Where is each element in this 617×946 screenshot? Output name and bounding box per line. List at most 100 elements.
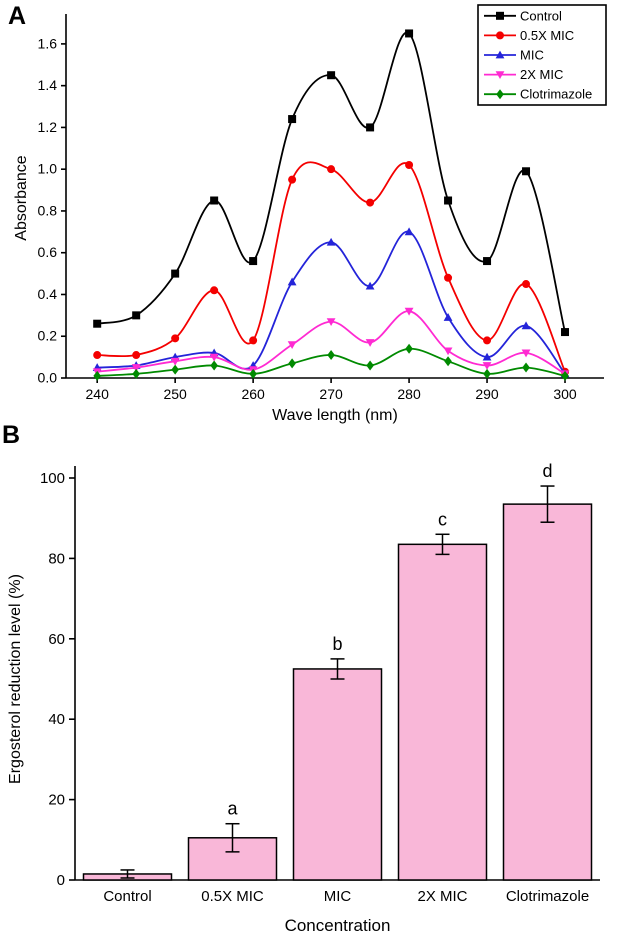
legend-label: Control	[520, 8, 562, 23]
triangle-up-marker-icon	[521, 321, 531, 330]
square-marker-icon	[288, 115, 297, 124]
significance-letter: c	[438, 509, 447, 529]
circle-marker-icon	[93, 351, 102, 360]
square-marker-icon	[249, 257, 258, 266]
svg-text:270: 270	[319, 386, 343, 402]
circle-marker-icon	[496, 31, 504, 40]
circle-marker-icon	[444, 273, 453, 282]
diamond-marker-icon	[561, 370, 569, 381]
error-bar	[330, 658, 345, 680]
svg-text:0.5X MIC: 0.5X MIC	[201, 888, 264, 905]
square-marker-icon	[132, 311, 141, 320]
y-axis-label: Ergosterol reduction level (%)	[7, 574, 24, 784]
triangle-up-marker-icon	[482, 352, 492, 361]
legend-entry-2x-mic: 2X MIC	[484, 67, 563, 82]
square-marker-icon	[561, 328, 570, 337]
svg-text:1.4: 1.4	[38, 77, 58, 93]
triangle-up-marker-icon	[365, 281, 375, 290]
legend-entry-clotrimazole: Clotrimazole	[484, 87, 592, 102]
triangle-down-marker-icon	[326, 318, 336, 327]
triangle-up-marker-icon	[495, 50, 505, 59]
svg-text:260: 260	[241, 386, 265, 402]
triangle-down-marker-icon	[287, 341, 297, 349]
bar-2x-mic: c	[397, 509, 488, 881]
bar-control	[82, 869, 173, 881]
triangle-up-marker-icon	[326, 237, 336, 246]
triangle-down-marker-icon	[482, 362, 492, 370]
triangle-down-marker-icon	[365, 339, 375, 347]
svg-text:80: 80	[48, 550, 65, 567]
bar-0-5x-mic: a	[187, 799, 278, 881]
triangle-up-marker-icon	[443, 313, 453, 321]
triangle-down-marker-icon	[443, 347, 453, 356]
diamond-marker-icon	[132, 368, 140, 379]
triangle-up-marker-icon	[404, 227, 414, 236]
diamond-marker-icon	[249, 368, 257, 379]
svg-text:60: 60	[48, 631, 65, 648]
triangle-up-marker-icon	[287, 277, 297, 286]
triangle-down-marker-icon	[521, 349, 531, 358]
circle-marker-icon	[522, 280, 531, 289]
diamond-marker-icon	[327, 350, 335, 361]
svg-text:0: 0	[57, 872, 65, 889]
y-axis-label: Absorbance	[13, 155, 30, 240]
error-bar	[435, 533, 450, 556]
svg-text:1.6: 1.6	[38, 35, 58, 51]
svg-text:0.0: 0.0	[38, 370, 58, 386]
legend-label: 0.5X MIC	[520, 28, 574, 43]
legend-entry-mic: MIC	[484, 48, 544, 63]
panel-b-label: B	[2, 421, 21, 449]
legend-label: 2X MIC	[520, 67, 563, 82]
svg-text:290: 290	[475, 386, 499, 402]
svg-text:250: 250	[163, 386, 187, 402]
diamond-marker-icon	[405, 343, 413, 354]
circle-marker-icon	[132, 351, 141, 360]
significance-letter: a	[227, 799, 238, 819]
diamond-marker-icon	[496, 89, 504, 100]
square-marker-icon	[483, 257, 492, 266]
legend-entry-0-5x-mic: 0.5X MIC	[484, 28, 574, 43]
square-marker-icon	[405, 29, 414, 38]
error-bar	[120, 869, 135, 879]
error-bar	[540, 485, 555, 523]
triangle-down-marker-icon	[404, 307, 414, 316]
square-marker-icon	[366, 123, 375, 132]
ergosterol-bar-chart: 0 20 40 60 80 100 Control 0.5X MIC MIC 2X MIC Clot…	[7, 461, 600, 935]
legend-entry-control: Control	[484, 8, 562, 23]
svg-text:0.2: 0.2	[38, 328, 58, 344]
square-marker-icon	[210, 196, 219, 205]
circle-marker-icon	[483, 336, 492, 345]
tick-labels: 0.0 0.2 0.4 0.6 0.8 1.0 1.2 1.4 1.6 240 250 260 270 2…	[38, 35, 577, 402]
svg-text:300: 300	[553, 386, 577, 402]
triangle-down-marker-icon	[209, 353, 219, 362]
legend-label: Clotrimazole	[520, 87, 592, 102]
circle-marker-icon	[171, 334, 180, 343]
panel-a-label: A	[8, 2, 27, 30]
x-axis-label: Wave length (nm)	[272, 407, 398, 424]
square-marker-icon	[171, 269, 180, 278]
square-marker-icon	[496, 11, 504, 20]
series-0-5x-mic	[93, 161, 570, 376]
svg-text:240: 240	[86, 386, 110, 402]
series-2x-mic	[92, 307, 570, 379]
svg-text:1.2: 1.2	[38, 119, 58, 135]
circle-marker-icon	[327, 165, 336, 174]
absorbance-line-chart: 0.0 0.2 0.4 0.6 0.8 1.0 1.2 1.4 1.6 240 250 260 270 2…	[13, 4, 607, 424]
diamond-marker-icon	[366, 360, 374, 371]
x-axis-label: Concentration	[285, 916, 391, 935]
square-marker-icon	[93, 319, 102, 328]
tick-labels: 0 20 40 60 80 100 Control 0.5X MIC MIC 2X MIC Clot…	[40, 470, 589, 905]
circle-marker-icon	[366, 198, 375, 207]
svg-text:0.6: 0.6	[38, 244, 58, 260]
axes	[61, 14, 604, 383]
svg-text:Clotrimazole: Clotrimazole	[506, 888, 589, 905]
diamond-marker-icon	[483, 368, 491, 379]
significance-letter: b	[332, 634, 342, 654]
svg-text:0.8: 0.8	[38, 202, 58, 218]
diamond-marker-icon	[210, 360, 218, 371]
circle-marker-icon	[405, 161, 414, 170]
square-marker-icon	[444, 196, 453, 205]
diamond-marker-icon	[171, 364, 179, 375]
circle-marker-icon	[288, 175, 297, 184]
